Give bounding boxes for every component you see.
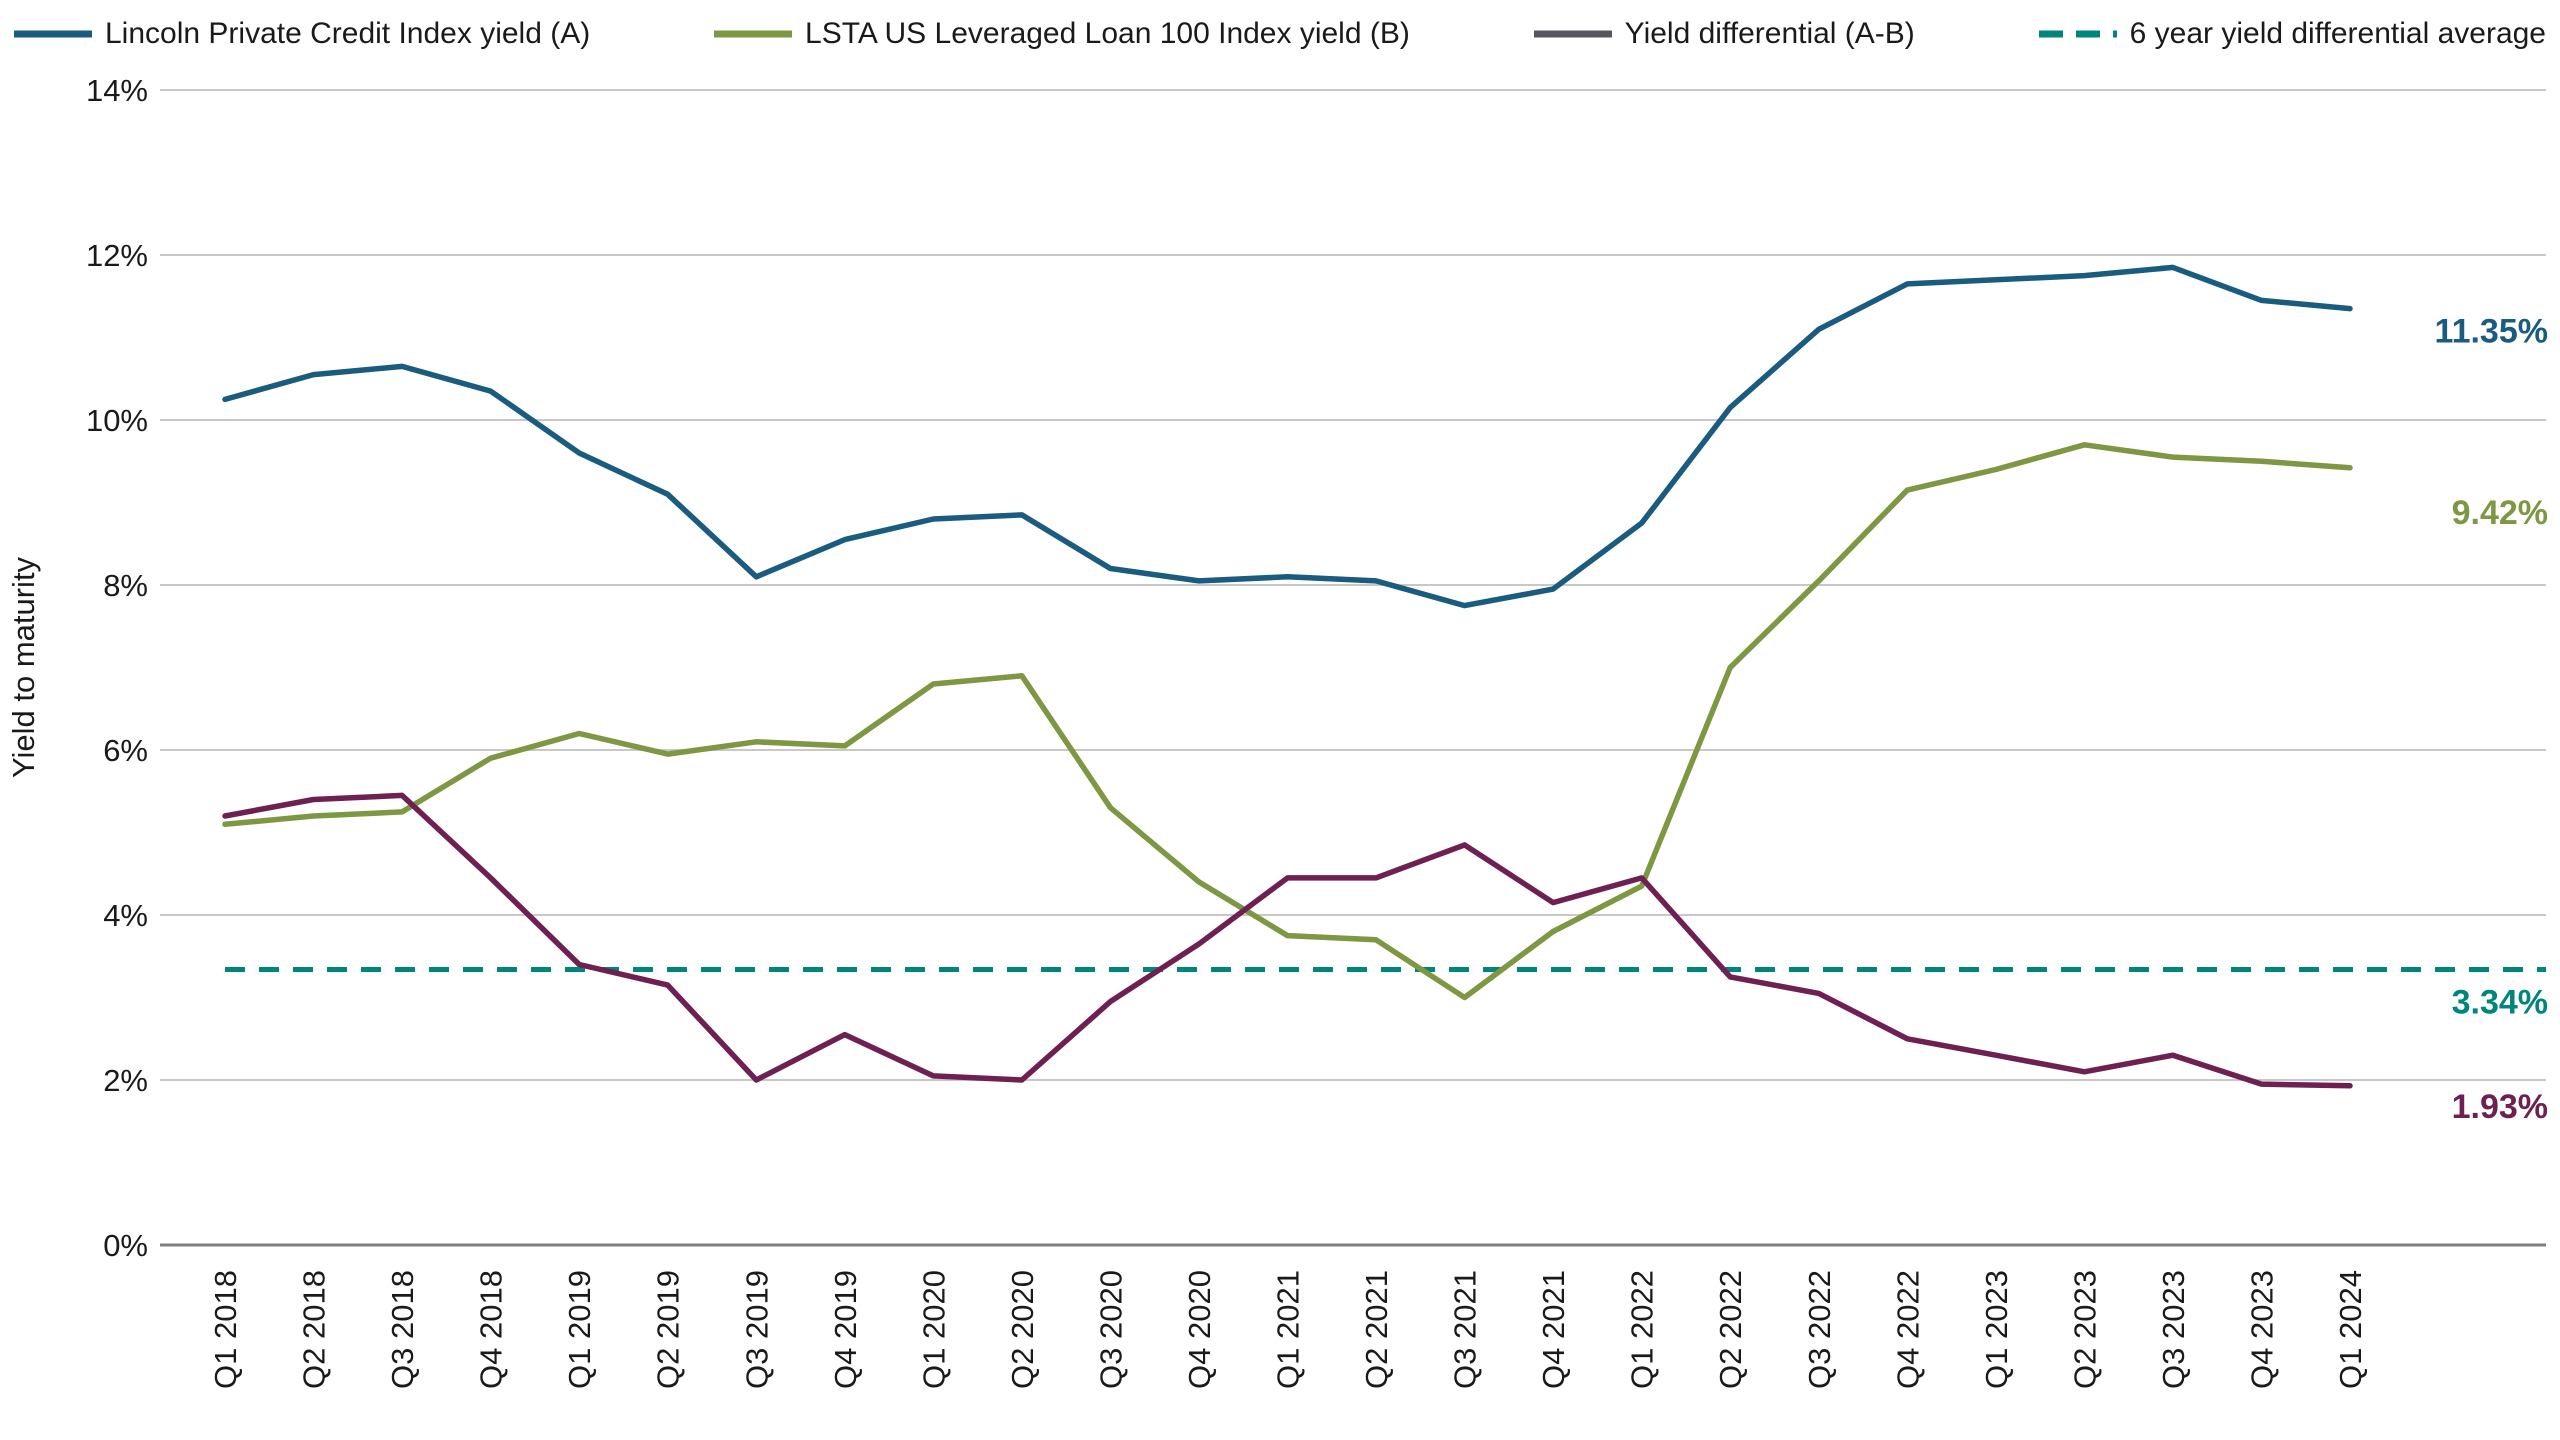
x-tick-label: Q1 2022 [1625,1270,1660,1389]
legend-line-swatch [14,30,92,38]
x-tick-label: Q3 2022 [1802,1270,1837,1389]
x-tick-label: Q2 2018 [297,1270,332,1389]
x-tick-label: Q3 2020 [1093,1270,1128,1389]
x-tick-label: Q3 2023 [2156,1270,2191,1389]
x-tick-label: Q2 2022 [1713,1270,1748,1389]
series-line-1 [222,264,2353,609]
y-tick-label: 6% [103,733,148,768]
legend-item-1: Lincoln Private Credit Index yield (A) [14,17,590,51]
x-tick-label: Q2 2023 [2067,1270,2102,1389]
x-tick-label: Q2 2020 [1005,1270,1040,1389]
x-tick-label: Q1 2024 [2333,1270,2368,1389]
x-tick-label: Q2 2019 [651,1270,686,1389]
legend-line-swatch [2038,30,2117,38]
y-tick-label: 8% [103,568,148,603]
x-tick-label: Q4 2019 [828,1270,863,1389]
legend-label: Yield differential (A-B) [1624,17,1915,50]
legend-label: LSTA US Leveraged Loan 100 Index yield (… [805,17,1410,50]
x-tick-label: Q3 2018 [385,1270,420,1389]
x-tick-label: Q1 2019 [562,1270,597,1389]
x-tick-label: Q4 2018 [474,1270,509,1389]
x-tick-label: Q3 2019 [739,1270,774,1389]
y-axis-label: Yield to maturity [6,556,41,778]
legend-line-swatch [714,30,793,38]
x-tick-label: Q1 2021 [1271,1270,1306,1389]
x-tick-label: Q4 2021 [1536,1270,1571,1389]
y-tick-label: 10% [86,403,148,438]
series-line-3 [222,792,2353,1089]
x-tick-label: Q3 2021 [1448,1270,1483,1389]
x-tick-label: Q4 2020 [1182,1270,1217,1389]
legend: Lincoln Private Credit Index yield (A) LS… [0,0,2560,50]
legend-item-4: 6 year yield differential average [2038,17,2546,51]
legend-item-2: LSTA US Leveraged Loan 100 Index yield (… [714,17,1410,51]
y-tick-label: 12% [86,238,148,273]
x-tick-label: Q1 2023 [1979,1270,2014,1389]
x-tick-label: Q4 2022 [1890,1270,1925,1389]
series-line-2 [222,442,2353,1001]
x-tick-label: Q2 2021 [1359,1270,1394,1389]
series-end-label-2: 9.42% [2452,494,2548,532]
y-tick-label: 4% [103,898,148,933]
x-tick-label: Q1 2020 [916,1270,951,1389]
y-tick-label: 14% [86,73,148,108]
x-tick-label: Q4 2023 [2244,1270,2279,1389]
legend-line-swatch [1533,30,1612,38]
y-tick-label: 0% [103,1228,148,1263]
legend-label: 6 year yield differential average [2129,17,2546,50]
x-tick-label: Q1 2018 [208,1270,243,1389]
chart-svg: 0% 2% 4% 6% 8% 10% 12% 14% Yield to maturity Q1 2… [6,73,2548,1389]
series-end-label-3: 1.93% [2452,1088,2548,1126]
legend-item-3: Yield differential (A-B) [1533,17,1915,51]
legend-label: Lincoln Private Credit Index yield (A) [105,17,591,50]
y-tick-label: 2% [103,1063,148,1098]
average-end-label: 3.34% [2452,983,2548,1021]
series-end-label-1: 11.35% [2435,313,2548,351]
